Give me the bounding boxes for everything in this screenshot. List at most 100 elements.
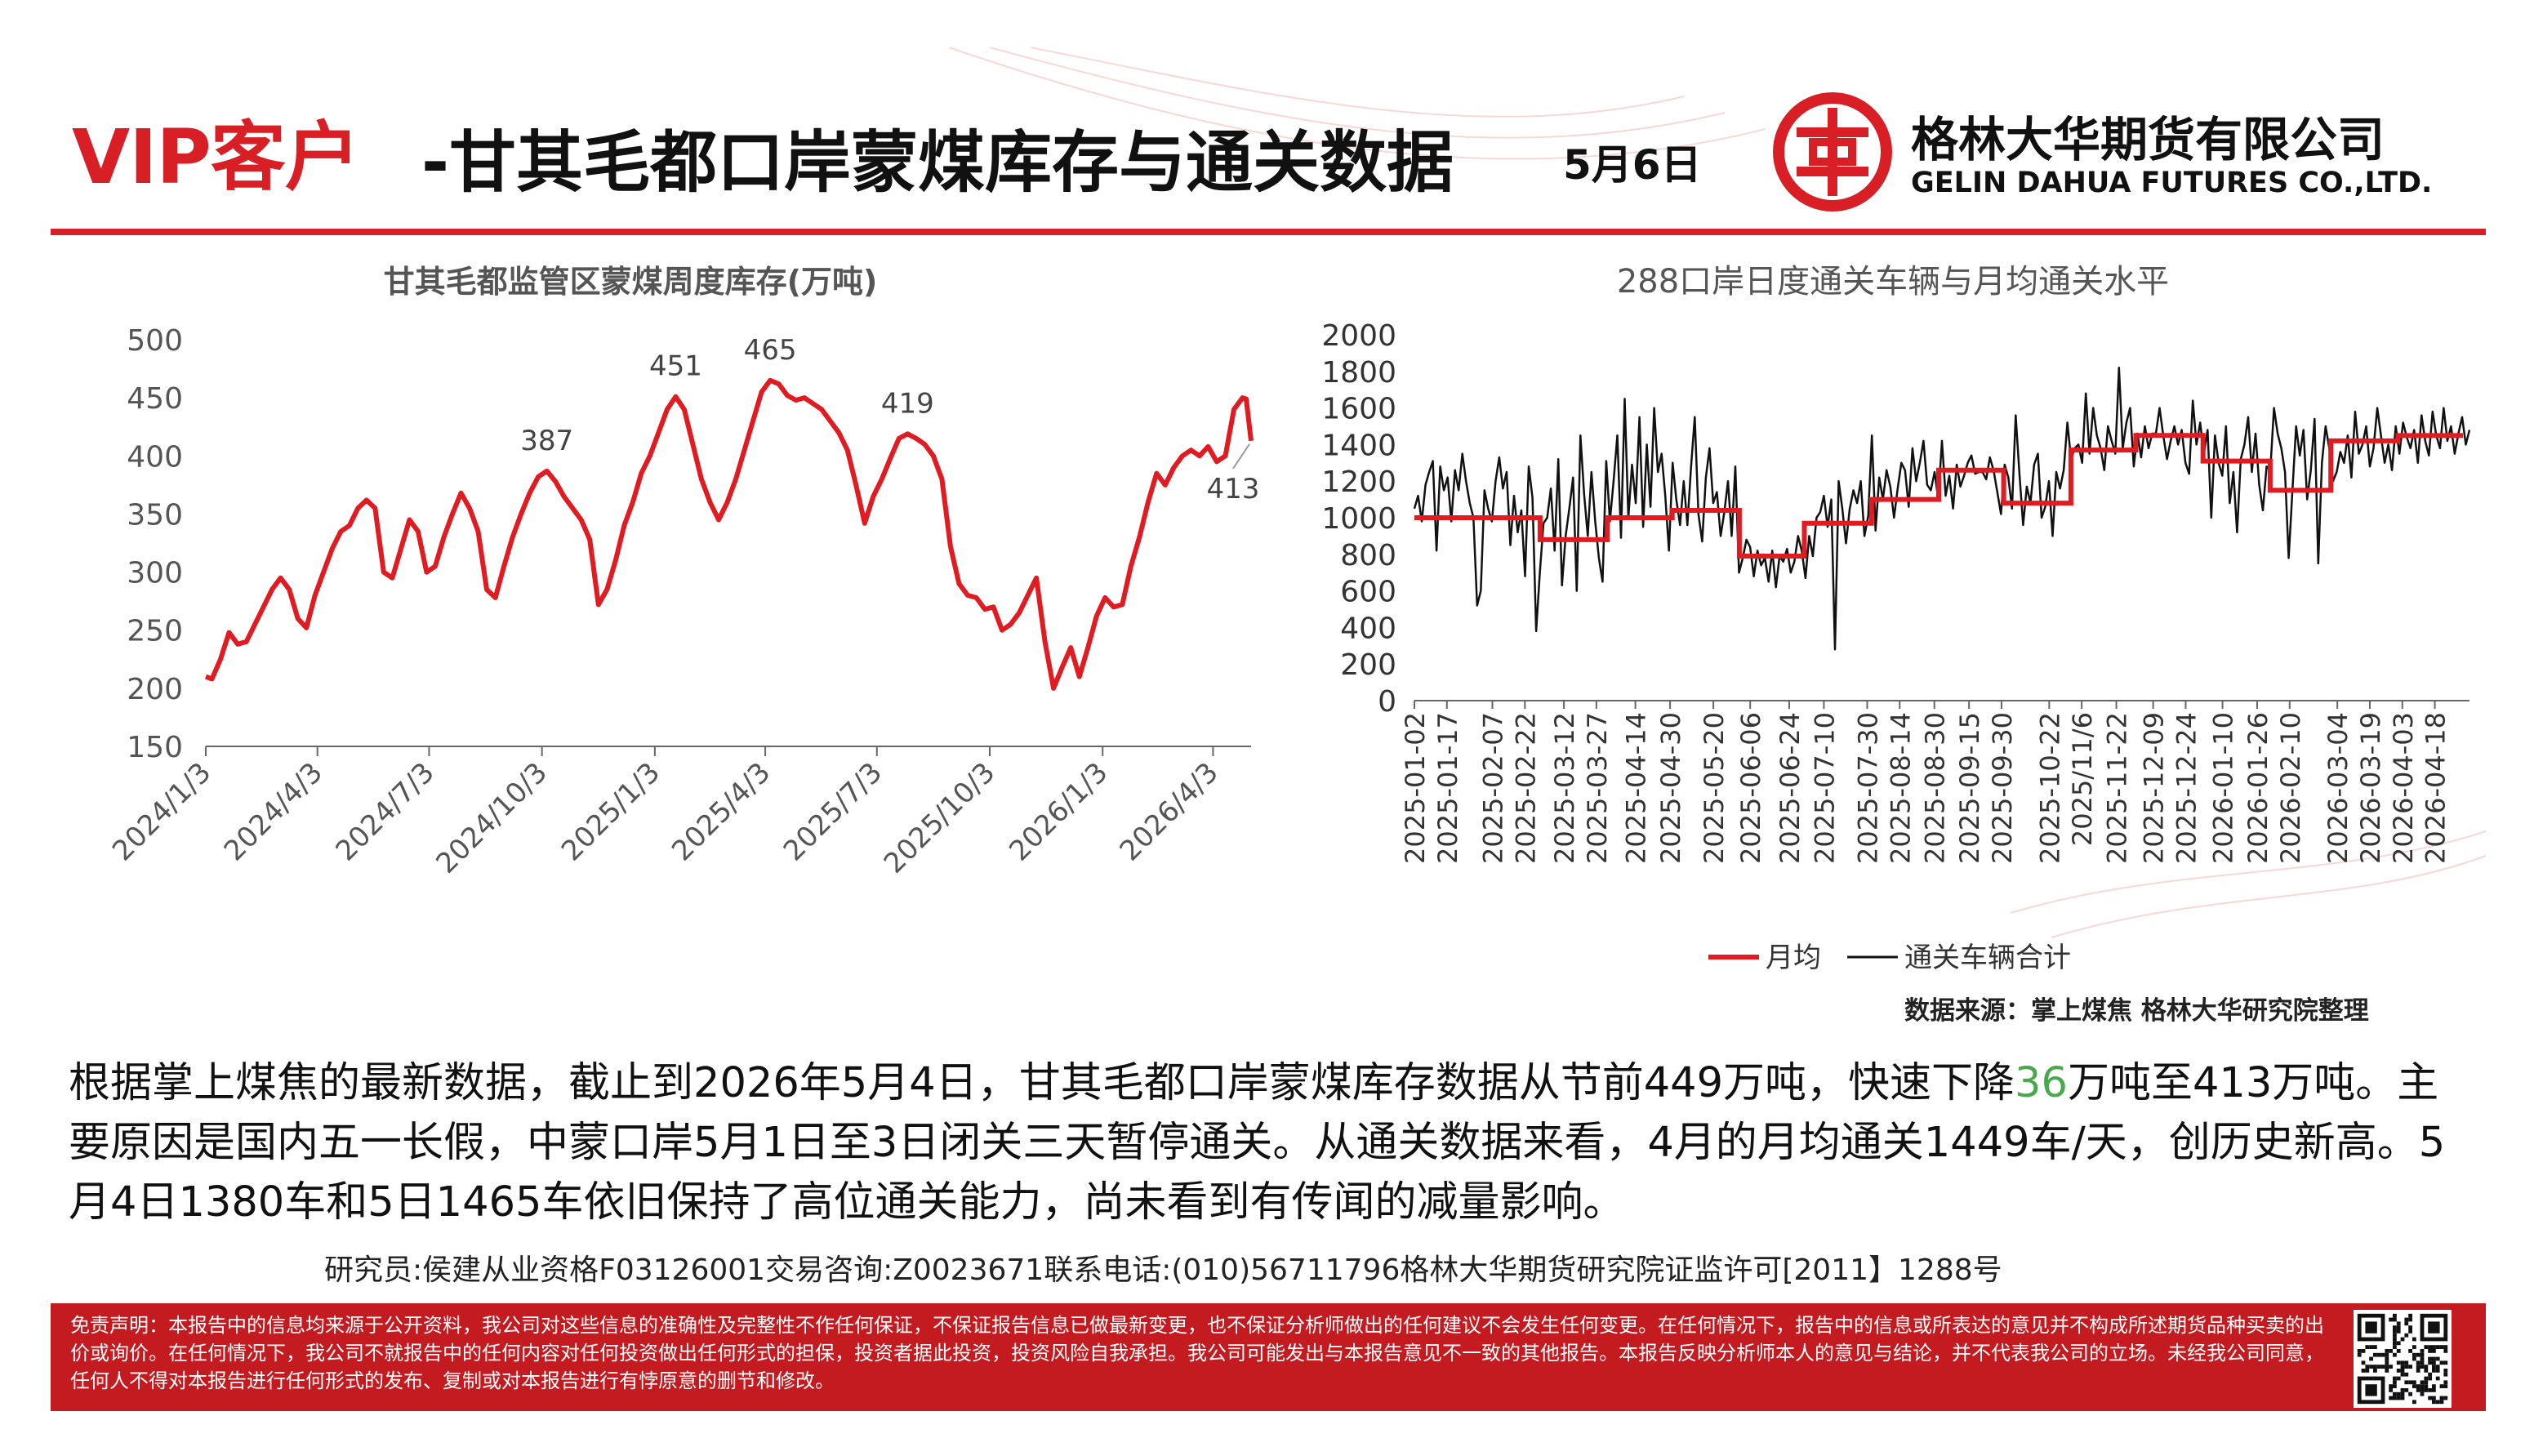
chart2-x-tick-label: 2025-12-24 bbox=[2171, 712, 2202, 864]
qr-finder-core bbox=[2365, 1321, 2377, 1334]
chart1-y-tick-label: 150 bbox=[127, 731, 183, 764]
qr-module bbox=[2424, 1384, 2429, 1388]
qr-module bbox=[2393, 1391, 2397, 1396]
qr-module bbox=[2424, 1380, 2429, 1385]
data-source-note: 数据来源：掌上煤焦 格林大华研究院整理 bbox=[1904, 996, 2369, 1026]
qr-module bbox=[2435, 1345, 2440, 1349]
qr-module bbox=[2416, 1369, 2420, 1373]
qr-module bbox=[2424, 1345, 2429, 1349]
qr-module bbox=[2435, 1400, 2440, 1405]
qr-module bbox=[2396, 1349, 2401, 1353]
qr-module bbox=[2373, 1369, 2377, 1373]
qr-module bbox=[2443, 1369, 2448, 1373]
qr-module bbox=[2393, 1325, 2397, 1329]
qr-module bbox=[2396, 1360, 2401, 1365]
qr-module bbox=[2420, 1356, 2425, 1361]
chart1-y-tick-label: 350 bbox=[127, 498, 183, 532]
qr-module bbox=[2365, 1345, 2370, 1349]
qr-module bbox=[2424, 1365, 2429, 1369]
chart1-annotation-leader bbox=[1232, 443, 1250, 470]
researcher-info: 研究员:侯建从业资格F03126001交易咨询:Z0023671联系电话:(01… bbox=[324, 1253, 2002, 1287]
qr-module bbox=[2385, 1349, 2389, 1353]
qr-module bbox=[2404, 1365, 2409, 1369]
qr-module bbox=[2400, 1372, 2405, 1377]
qr-module bbox=[2424, 1376, 2429, 1381]
qr-module bbox=[2408, 1329, 2412, 1334]
qr-finder-core bbox=[2365, 1384, 2377, 1396]
company-logo-icon bbox=[1773, 92, 1892, 211]
qr-module bbox=[2412, 1400, 2416, 1405]
highlight-number: 36 bbox=[2015, 1059, 2068, 1107]
qr-module bbox=[2357, 1352, 2362, 1357]
qr-module bbox=[2432, 1345, 2436, 1349]
qr-module bbox=[2439, 1360, 2444, 1365]
chart2-x-tick-label: 2025-02-07 bbox=[1478, 712, 1509, 864]
chart2-y-tick-label: 200 bbox=[1340, 648, 1396, 682]
chart1-data-label: 465 bbox=[744, 334, 797, 367]
chart2-y-tick-label: 1200 bbox=[1321, 465, 1396, 499]
qr-module bbox=[2435, 1376, 2440, 1381]
company-name-cn: 格林大华期货有限公司 bbox=[1911, 112, 2385, 167]
analysis-paragraph: 根据掌上煤焦的最新数据，截止到2026年5月4日，甘其毛都口岸蒙煤库存数据从节前… bbox=[69, 1053, 2478, 1232]
qr-module bbox=[2393, 1345, 2397, 1349]
qr-module bbox=[2435, 1365, 2440, 1369]
chart1-y-tick-label: 500 bbox=[127, 324, 183, 358]
qr-module bbox=[2369, 1365, 2373, 1369]
qr-module bbox=[2428, 1349, 2432, 1353]
qr-module bbox=[2428, 1376, 2432, 1381]
qr-module bbox=[2385, 1356, 2389, 1361]
qr-module bbox=[2428, 1372, 2432, 1377]
chart1-title: 甘其毛都监管区蒙煤周度库存(万吨) bbox=[383, 264, 878, 300]
qr-finder-core bbox=[2428, 1321, 2440, 1334]
qr-module bbox=[2412, 1356, 2416, 1361]
qr-module bbox=[2385, 1365, 2389, 1369]
qr-module bbox=[2369, 1356, 2373, 1361]
qr-module bbox=[2408, 1365, 2412, 1369]
qr-module bbox=[2420, 1360, 2425, 1365]
qr-module bbox=[2393, 1380, 2397, 1385]
qr-module bbox=[2373, 1365, 2377, 1369]
chart2-x-tick-label: 2025-09-30 bbox=[1987, 712, 2018, 864]
chart1-inventory-line bbox=[204, 377, 1254, 691]
qr-module bbox=[2396, 1396, 2401, 1400]
chart2-x-tick-label: 2025-07-30 bbox=[1852, 712, 1883, 864]
qr-module bbox=[2357, 1349, 2362, 1353]
qr-module bbox=[2428, 1345, 2432, 1349]
chart2-x-tick-label: 2026-04-03 bbox=[2388, 712, 2419, 864]
qr-module bbox=[2404, 1388, 2409, 1392]
qr-module bbox=[2416, 1352, 2420, 1357]
chart2-x-tick-label: 2025-04-14 bbox=[1621, 712, 1652, 864]
chart2-x-tick-label: 2026-01-26 bbox=[2242, 712, 2273, 864]
qr-module bbox=[2408, 1317, 2412, 1322]
qr-module bbox=[2408, 1313, 2412, 1318]
qr-module bbox=[2408, 1349, 2412, 1353]
qr-module bbox=[2400, 1369, 2405, 1373]
qr-module bbox=[2432, 1396, 2436, 1400]
qr-module bbox=[2400, 1396, 2405, 1400]
qr-module bbox=[2396, 1329, 2401, 1334]
qr-module bbox=[2424, 1388, 2429, 1392]
qr-module bbox=[2443, 1345, 2448, 1349]
chart2-y-tick-label: 600 bbox=[1340, 576, 1396, 609]
qr-module bbox=[2416, 1360, 2420, 1365]
chart2-x-tick-label: 2025-03-12 bbox=[1549, 712, 1580, 864]
chart2-y-tick-label: 400 bbox=[1340, 612, 1396, 645]
chart2-y-tick-label: 1000 bbox=[1321, 502, 1396, 536]
qr-module bbox=[2408, 1380, 2412, 1385]
chart2-x-tick-label: 2025-08-14 bbox=[1885, 712, 1916, 864]
qr-module bbox=[2408, 1391, 2412, 1396]
qr-module bbox=[2389, 1388, 2393, 1392]
chart1-data-label: 419 bbox=[881, 387, 934, 420]
qr-module bbox=[2389, 1317, 2393, 1322]
qr-module bbox=[2396, 1391, 2401, 1396]
qr-module bbox=[2443, 1396, 2448, 1400]
qr-module bbox=[2416, 1365, 2420, 1369]
report-slide: VIP客户 -甘其毛都口岸蒙煤库存与通关数据 5月6日 格林大华期货有限公司 G… bbox=[51, 47, 2486, 1411]
qr-module bbox=[2408, 1325, 2412, 1329]
qr-module bbox=[2376, 1352, 2381, 1357]
qr-module bbox=[2400, 1365, 2405, 1369]
chart1-y-tick-label: 450 bbox=[127, 382, 183, 416]
qr-module bbox=[2393, 1384, 2397, 1388]
qr-module bbox=[2400, 1388, 2405, 1392]
